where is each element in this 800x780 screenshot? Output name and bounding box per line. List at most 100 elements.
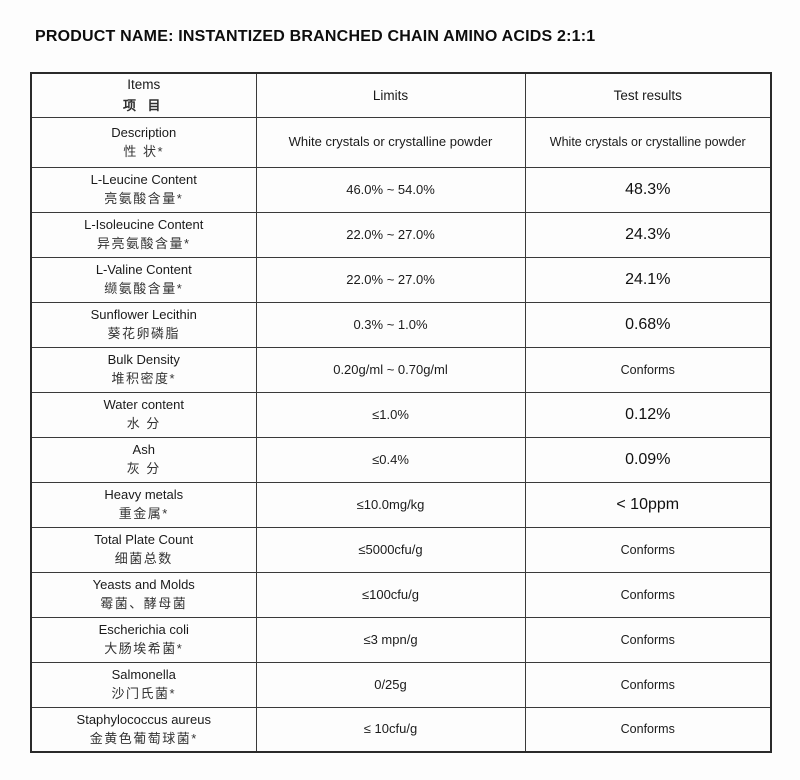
result-value: 0.09% — [625, 450, 671, 468]
table-row: Description 性 状* White crystals or cryst… — [30, 116, 772, 168]
result-value: Conforms — [620, 632, 675, 647]
result-value: Conforms — [620, 677, 675, 692]
item-name-zh: 灰 分 — [126, 461, 161, 477]
item-name-zh: 葵花卵磷脂 — [107, 326, 180, 342]
spec-table: Items 项 目 Limits Test results Descriptio… — [30, 72, 772, 753]
item-cell: Ash 灰 分 — [30, 436, 257, 483]
limit-cell: 0.3% ~ 1.0% — [255, 301, 526, 348]
item-cell: L-Isoleucine Content 异亮氨酸含量* — [30, 211, 257, 258]
limit-cell: 0/25g — [255, 661, 526, 708]
result-cell: 24.3% — [524, 211, 772, 258]
result-cell: 48.3% — [524, 166, 772, 213]
table-row: Ash 灰 分 ≤0.4% 0.09% — [30, 436, 772, 483]
result-cell: Conforms — [524, 661, 772, 708]
limit-cell: ≤10.0mg/kg — [255, 481, 526, 528]
header-limits-label: Limits — [372, 87, 409, 103]
item-name-en: Staphylococcus aureus — [76, 711, 211, 727]
table-row: Escherichia coli 大肠埃希菌* ≤3 mpn/g Conform… — [30, 616, 772, 663]
item-name-en: Bulk Density — [107, 352, 180, 368]
result-cell: < 10ppm — [524, 481, 772, 528]
result-cell: 0.09% — [524, 436, 772, 483]
limit-cell: ≤5000cfu/g — [255, 526, 526, 573]
result-cell: Conforms — [524, 706, 772, 753]
limit-cell: 22.0% ~ 27.0% — [255, 256, 526, 303]
item-cell: Yeasts and Molds 霉菌、酵母菌 — [30, 571, 257, 618]
limit-value: ≤100cfu/g — [361, 586, 419, 602]
result-value: White crystals or crystalline powder — [549, 135, 746, 149]
limit-value: ≤0.4% — [372, 451, 409, 467]
limit-cell: ≤1.0% — [255, 391, 526, 438]
item-name-zh: 金黄色葡萄球菌* — [89, 731, 198, 747]
result-cell: Conforms — [524, 571, 772, 618]
limit-value: 0/25g — [374, 676, 407, 692]
limit-value: White crystals or crystalline powder — [288, 134, 493, 149]
item-name-en: Water content — [103, 397, 184, 413]
item-cell: Salmonella 沙门氏菌* — [30, 661, 257, 708]
item-name-zh: 性 状* — [123, 143, 165, 159]
result-value: 24.3% — [625, 225, 671, 243]
limit-value: 46.0% ~ 54.0% — [346, 181, 435, 197]
item-name-zh: 异亮氨酸含量* — [96, 236, 191, 252]
table-row: L-Isoleucine Content 异亮氨酸含量* 22.0% ~ 27.… — [30, 211, 772, 258]
result-cell: Conforms — [524, 526, 772, 573]
item-cell: Total Plate Count 细菌总数 — [30, 526, 257, 573]
header-results: Test results — [524, 72, 772, 118]
table-row: L-Leucine Content 亮氨酸含量* 46.0% ~ 54.0% 4… — [30, 166, 772, 213]
item-name-zh: 缬氨酸含量* — [104, 281, 184, 297]
table-row: Total Plate Count 细菌总数 ≤5000cfu/g Confor… — [30, 526, 772, 573]
limit-value: 0.3% ~ 1.0% — [353, 316, 428, 332]
item-name-en: Salmonella — [111, 667, 176, 683]
item-cell: Staphylococcus aureus 金黄色葡萄球菌* — [30, 706, 257, 753]
limit-cell: 46.0% ~ 54.0% — [255, 166, 526, 213]
result-value: 24.1% — [625, 270, 671, 288]
item-cell: L-Leucine Content 亮氨酸含量* — [30, 166, 257, 213]
result-cell: 24.1% — [524, 256, 772, 303]
item-name-en: Sunflower Lecithin — [90, 307, 197, 323]
result-value: Conforms — [620, 362, 675, 377]
limit-value: ≤10.0mg/kg — [356, 496, 425, 512]
item-cell: Sunflower Lecithin 葵花卵磷脂 — [30, 301, 257, 348]
limit-cell: ≤100cfu/g — [255, 571, 526, 618]
item-name-en: Description — [111, 124, 177, 140]
item-name-zh: 大肠埃希菌* — [104, 641, 184, 657]
item-name-zh: 重金属* — [118, 506, 169, 522]
result-cell: 0.12% — [524, 391, 772, 438]
item-name-en: Total Plate Count — [94, 532, 194, 548]
table-row: Yeasts and Molds 霉菌、酵母菌 ≤100cfu/g Confor… — [30, 571, 772, 618]
result-cell: White crystals or crystalline powder — [524, 116, 772, 168]
spec-table-body: Description 性 状* White crystals or cryst… — [30, 116, 772, 753]
item-name-zh: 亮氨酸含量* — [104, 191, 184, 207]
table-row: Heavy metals 重金属* ≤10.0mg/kg < 10ppm — [30, 481, 772, 528]
item-name-en: L-Leucine Content — [90, 172, 197, 188]
header-results-label: Test results — [613, 87, 682, 103]
item-name-en: Yeasts and Molds — [92, 577, 195, 593]
limit-cell: 22.0% ~ 27.0% — [255, 211, 526, 258]
item-name-zh: 霉菌、酵母菌 — [100, 596, 188, 612]
limit-cell: 0.20g/ml ~ 0.70g/ml — [255, 346, 526, 393]
limit-cell: ≤ 10cfu/g — [255, 706, 526, 753]
limit-value: ≤ 10cfu/g — [363, 721, 418, 737]
item-cell: Heavy metals 重金属* — [30, 481, 257, 528]
table-row: Water content 水 分 ≤1.0% 0.12% — [30, 391, 772, 438]
limit-value: 0.20g/ml ~ 0.70g/ml — [333, 361, 448, 377]
limit-cell: ≤3 mpn/g — [255, 616, 526, 663]
item-cell: Escherichia coli 大肠埃希菌* — [30, 616, 257, 663]
limit-cell: ≤0.4% — [255, 436, 526, 483]
limit-value: ≤1.0% — [372, 406, 409, 422]
result-cell: Conforms — [524, 616, 772, 663]
item-name-zh: 水 分 — [126, 416, 161, 432]
table-row: Salmonella 沙门氏菌* 0/25g Conforms — [30, 661, 772, 708]
item-name-en: Ash — [132, 442, 155, 458]
item-cell: Water content 水 分 — [30, 391, 257, 438]
spec-table-header: Items 项 目 Limits Test results — [30, 72, 772, 118]
item-cell: Description 性 状* — [30, 116, 257, 168]
table-row: L-Valine Content 缬氨酸含量* 22.0% ~ 27.0% 24… — [30, 256, 772, 303]
result-value: Conforms — [620, 722, 675, 737]
header-row: Items 项 目 Limits Test results — [30, 72, 772, 118]
item-name-en: L-Valine Content — [95, 262, 192, 278]
item-name-zh: 沙门氏菌* — [111, 686, 177, 702]
item-name-en: Escherichia coli — [98, 622, 189, 638]
item-cell: Bulk Density 堆积密度* — [30, 346, 257, 393]
limit-value: ≤5000cfu/g — [358, 541, 423, 557]
item-name-en: L-Isoleucine Content — [84, 217, 204, 233]
